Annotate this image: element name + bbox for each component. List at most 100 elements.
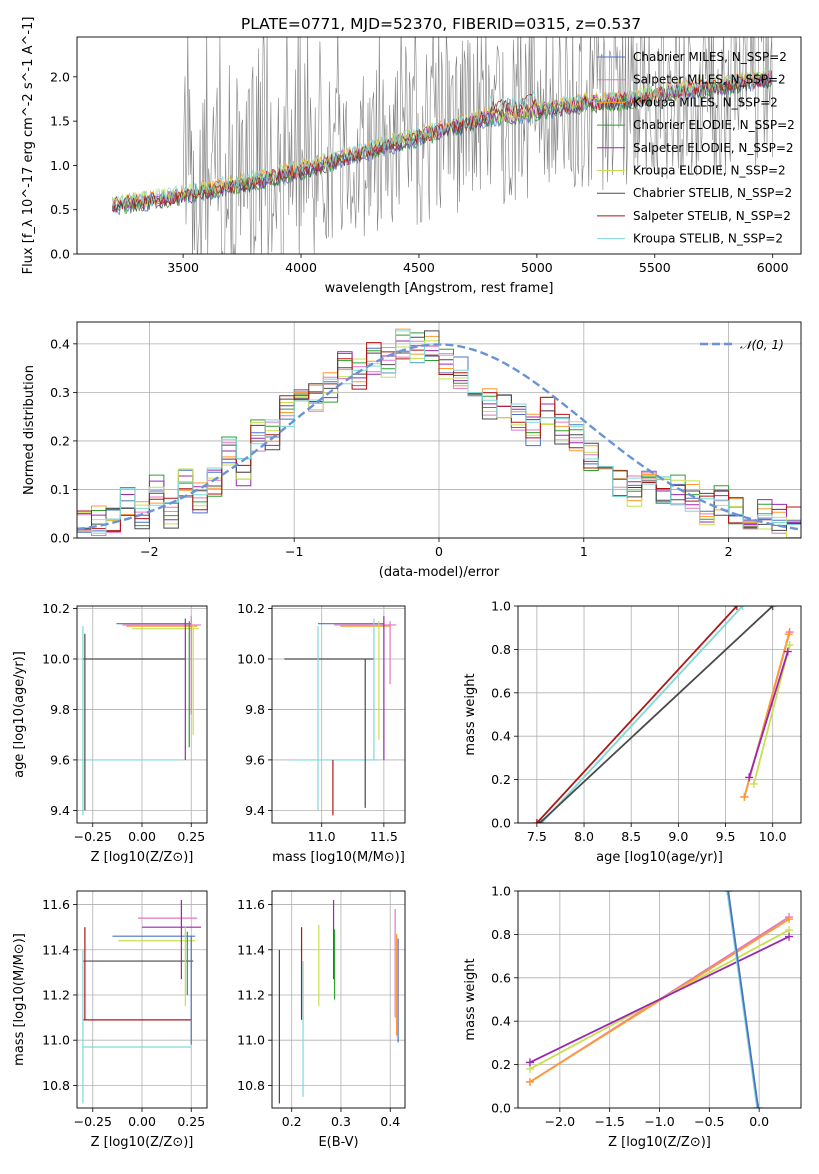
weight_vs_Z-xtick-label: −2.0 [545,1114,575,1129]
mass_vs_EBV-xtick-label: 0.2 [282,1114,302,1129]
residuals-frame [76,321,802,539]
legend-entry-salpeter-elodie: Salpeter ELODIE, N_SSP=2 [633,141,794,155]
residuals-xtick-label: 2 [725,544,733,559]
age_vs_mass-xtick-label: 11.5 [370,829,398,844]
weight_vs_Z-marker-1-0 [525,1077,534,1086]
age_vs_Z-frame [76,605,208,824]
weight_vs_Z-ylabel: mass weight [463,958,478,1040]
mass_vs_EBV-axes: 0.2 0.3 0.4 10.8 11.0 11.2 11.4 11.6 E(B-V) [237,891,405,1150]
weight_vs_Z-marker-5-0 [724,891,733,895]
residuals-ytick-label: 0.0 [50,531,70,546]
age_vs_Z-ytick-label: 10.0 [42,651,70,666]
gaussian-curve [77,343,801,531]
figure-title: PLATE=0771, MJD=52370, FIBERID=0315, z=0… [241,15,641,33]
spectrum-xtick-label: 4500 [403,260,435,275]
weight_vs_age-marker-2-0 [535,819,544,823]
spectrum-xtick-label: 5000 [521,260,553,275]
age_vs_Z-axes: −0.25 0.00 0.25 9.4 9.6 9.8 10.0 10.2 Z [log10(Z… [12,601,207,865]
weight_vs_age-marker-2-1 [768,606,777,610]
weight_vs_Z-marker-1-1 [785,915,794,924]
weight_vs_age-xtick-label: 8.0 [574,829,594,844]
residuals-axes: −2 −1 0 1 2 0.0 0.1 0.2 0.3 0.4 (data-model)/error… [22,322,801,580]
data-spectrum-line [112,37,773,254]
weight_vs_Z-ytick-label: 1.0 [491,884,511,899]
residuals-ytick-label: 0.2 [50,433,70,448]
legend-entry-chabrier-miles: Chabrier MILES, N_SSP=2 [633,50,787,64]
weight_vs_Z-plot-area [525,891,794,1108]
weight_vs_Z-marker-3-0 [525,1058,534,1067]
mass_vs_EBV-xtick-label: 0.4 [380,1114,400,1129]
mass_vs_EBV-ytick-label: 10.8 [237,1078,265,1093]
weight_vs_Z-ytick-label: 0.4 [491,1014,511,1029]
histogram-salpeter-stelib [77,342,801,532]
weight_vs_age-marker-1-1 [732,606,741,610]
weight_vs_age-ytick-label: 0.4 [491,729,511,744]
mass_vs_Z-axes: −0.25 0.00 0.25 10.8 11.0 11.2 11.4 11.6 Z [log1… [12,891,207,1150]
spectrum-ytick-label: 1.5 [50,114,70,129]
legend-entry-kroupa-stelib: Kroupa STELIB, N_SSP=2 [633,232,783,246]
legend-entry-chabrier-elodie: Chabrier ELODIE, N_SSP=2 [633,118,795,132]
weight_vs_Z-line-1 [529,918,790,1083]
age_vs_mass-ytick-label: 9.4 [245,803,265,818]
residuals-xtick-label: 1 [580,544,588,559]
age_vs_Z-ytick-label: 9.6 [50,752,70,767]
weight_vs_age-xtick-label: 7.5 [527,829,547,844]
weight_vs_Z-marker-4-0 [723,891,732,895]
age_vs_Z-xtick-label: 0.00 [128,829,156,844]
legend-entry-kroupa-elodie: Kroupa ELODIE, N_SSP=2 [633,164,786,178]
weight_vs_age-line-5 [752,644,791,785]
weight_vs_age-marker-4-0 [740,792,749,801]
weight_vs_Z-ytick-label: 0.2 [491,1057,511,1072]
model-line-salpeter-stelib [112,70,773,213]
age_vs_mass-plot-area [284,616,397,816]
age_vs_Z-plot-area [82,616,202,816]
legend-entry-salpeter-miles: Salpeter MILES, N_SSP=2 [633,73,786,87]
residuals-ylabel: Normed distribution [22,365,37,495]
weight_vs_age-plot-area [532,606,794,823]
age_vs_Z-ytick-label: 9.4 [50,803,70,818]
mass_vs_EBV-ytick-label: 11.2 [237,987,265,1002]
weight_vs_age-xtick-label: 10.0 [759,829,787,844]
weight_vs_age-marker-5-0 [749,779,758,788]
spectrum-ytick-label: 1.0 [50,158,70,173]
weight_vs_age-marker-6-0 [745,773,754,782]
weight_vs_Z-ytick-label: 0.6 [491,970,511,985]
age_vs_Z-xlabel: Z [log10(Z/Z⊙)] [91,850,194,865]
weight_vs_age-line-6 [748,651,789,778]
mass_vs_EBV-plot-area [278,900,399,1104]
mass_vs_EBV-ytick-label: 11.0 [237,1033,265,1048]
weight_vs_Z-xtick-label: 0.0 [749,1114,769,1129]
weight_vs_Z-line-5 [727,891,760,1108]
mass_vs_Z-xtick-label: 0.00 [128,1114,156,1129]
weight_vs_Z-marker-5-1 [754,1104,763,1108]
spectrum-xtick-label: 6000 [757,260,789,275]
weight_vs_Z-ytick-label: 0.8 [491,927,511,942]
residuals-ytick-label: 0.3 [50,385,70,400]
residuals-xtick-label: −2 [140,544,158,559]
residuals-plot-area [77,328,801,538]
age_vs_mass-ytick-label: 9.6 [245,752,265,767]
model-line-salpeter-elodie [112,70,773,213]
mass_vs_EBV-ytick-label: 11.4 [237,942,265,957]
mass_vs_Z-xtick-label: 0.25 [177,1114,205,1129]
spectrum-xtick-label: 3500 [167,260,199,275]
weight_vs_age-line-0 [540,606,744,823]
spectrum-xlabel: wavelength [Angstrom, rest frame] [325,281,554,296]
weight_vs_Z-xtick-label: −1.5 [594,1114,624,1129]
spectrum-xtick-label: 4000 [285,260,317,275]
residuals-xlabel: (data-model)/error [379,565,500,580]
age_vs_mass-ytick-label: 10.2 [237,601,265,616]
age_vs_mass-ytick-label: 10.0 [237,651,265,666]
spectrum-xtick-label: 5500 [639,260,671,275]
weight_vs_age-line-1 [536,606,738,823]
weight_vs_age-ylabel: mass weight [463,673,478,755]
weight_vs_age-frame [517,605,802,824]
age_vs_Z-ytick-label: 10.2 [42,601,70,616]
weight_vs_age-xlabel: age [log10(age/yr)] [596,850,723,865]
legend-entry-kroupa-miles: Kroupa MILES, N_SSP=2 [633,95,778,109]
weight_vs_age-ytick-label: 0.0 [491,816,511,831]
mass_vs_EBV-xlabel: E(B-V) [318,1135,358,1150]
legend-entry-chabrier-stelib: Chabrier STELIB, N_SSP=2 [633,186,792,200]
weight_vs_Z-xtick-label: −0.5 [694,1114,724,1129]
